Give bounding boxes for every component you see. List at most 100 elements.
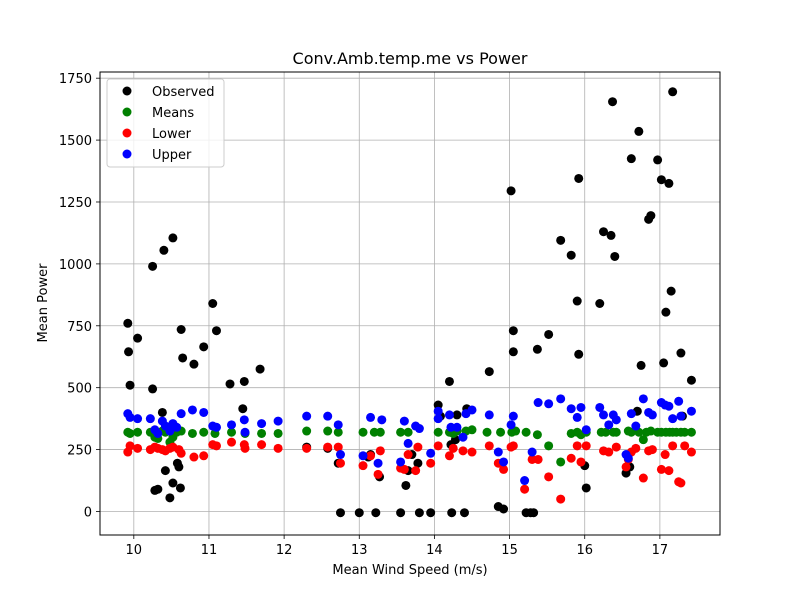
- point-means: [556, 457, 566, 467]
- point-upper: [452, 422, 462, 432]
- point-observed: [433, 400, 443, 410]
- point-lower: [576, 457, 586, 467]
- point-lower: [448, 443, 458, 453]
- point-lower: [199, 451, 209, 461]
- point-observed: [636, 360, 646, 370]
- point-lower: [660, 450, 670, 460]
- x-tick-label: 10: [126, 543, 143, 558]
- point-means: [302, 426, 312, 436]
- point-means: [375, 427, 385, 437]
- point-upper: [257, 419, 267, 429]
- point-upper: [611, 415, 621, 425]
- x-tick-label: 12: [276, 543, 293, 558]
- point-observed: [646, 211, 656, 221]
- point-observed: [148, 384, 158, 394]
- point-observed: [396, 508, 406, 518]
- point-observed: [626, 154, 636, 164]
- x-tick-label: 11: [201, 543, 218, 558]
- point-upper: [145, 414, 155, 424]
- point-observed: [656, 175, 666, 185]
- legend-marker-means: [122, 107, 132, 117]
- point-upper: [239, 415, 249, 425]
- legend: Observed Means Lower Upper: [106, 78, 225, 168]
- chart-title: Conv.Amb.temp.me vs Power: [293, 49, 528, 68]
- x-tick-label: 15: [501, 543, 518, 558]
- point-observed: [532, 344, 542, 354]
- point-lower: [444, 451, 454, 461]
- point-lower: [676, 478, 686, 488]
- point-observed: [211, 326, 221, 336]
- point-observed: [178, 353, 188, 363]
- point-observed: [160, 466, 170, 476]
- x-tick-label: 14: [426, 543, 443, 558]
- point-upper: [527, 447, 537, 457]
- point-observed: [459, 508, 469, 518]
- point-upper: [604, 420, 614, 430]
- legend-label-means: Means: [152, 106, 194, 121]
- point-observed: [661, 307, 671, 317]
- x-tick-label: 17: [652, 543, 669, 558]
- point-lower: [227, 437, 237, 447]
- point-observed: [634, 126, 644, 136]
- point-lower: [358, 461, 368, 471]
- point-lower: [458, 446, 468, 456]
- point-upper: [506, 420, 516, 430]
- point-lower: [333, 442, 343, 452]
- point-lower: [656, 464, 666, 474]
- point-lower: [211, 441, 221, 451]
- point-means: [686, 427, 696, 437]
- x-axis: 10 11 12 13 14 15 16 17: [126, 535, 669, 558]
- point-observed: [426, 508, 436, 518]
- point-lower: [403, 450, 413, 460]
- point-upper: [335, 450, 345, 460]
- point-means: [611, 427, 621, 437]
- legend-label-upper: Upper: [152, 148, 192, 163]
- point-upper: [403, 438, 413, 448]
- point-observed: [124, 347, 134, 357]
- point-upper: [133, 414, 143, 424]
- point-upper: [373, 458, 383, 468]
- point-lower: [499, 464, 509, 474]
- point-means: [601, 427, 611, 437]
- point-upper: [444, 410, 454, 420]
- point-lower: [544, 472, 554, 482]
- point-means: [333, 427, 343, 437]
- legend-marker-lower: [122, 128, 132, 138]
- point-upper: [493, 447, 503, 457]
- point-observed: [659, 358, 669, 368]
- point-upper: [366, 412, 376, 422]
- point-upper: [333, 420, 343, 430]
- point-upper: [676, 411, 686, 421]
- legend-label-observed: Observed: [152, 85, 215, 100]
- point-upper: [664, 401, 674, 411]
- point-upper: [396, 457, 406, 467]
- point-observed: [153, 484, 163, 494]
- point-observed: [168, 478, 178, 488]
- y-tick-label: 1000: [59, 258, 92, 273]
- point-observed: [664, 178, 674, 188]
- series-lower: [123, 437, 696, 504]
- point-means: [199, 427, 209, 437]
- point-upper: [647, 410, 657, 420]
- point-observed: [165, 493, 175, 503]
- point-lower: [556, 494, 566, 504]
- x-tick-label: 16: [576, 543, 593, 558]
- plot-frame: [99, 71, 721, 536]
- point-means: [496, 427, 506, 437]
- y-tick-label: 500: [67, 382, 92, 397]
- point-observed: [174, 462, 184, 472]
- point-observed: [581, 483, 591, 493]
- point-upper: [172, 422, 182, 432]
- point-observed: [371, 508, 381, 518]
- point-upper: [302, 411, 312, 421]
- point-lower: [566, 453, 576, 463]
- y-tick-label: 1750: [59, 72, 92, 87]
- point-observed: [199, 342, 209, 352]
- point-observed: [168, 233, 178, 243]
- point-lower: [533, 454, 543, 464]
- point-observed: [508, 347, 518, 357]
- point-lower: [520, 484, 530, 494]
- point-lower: [508, 441, 518, 451]
- point-lower: [413, 442, 423, 452]
